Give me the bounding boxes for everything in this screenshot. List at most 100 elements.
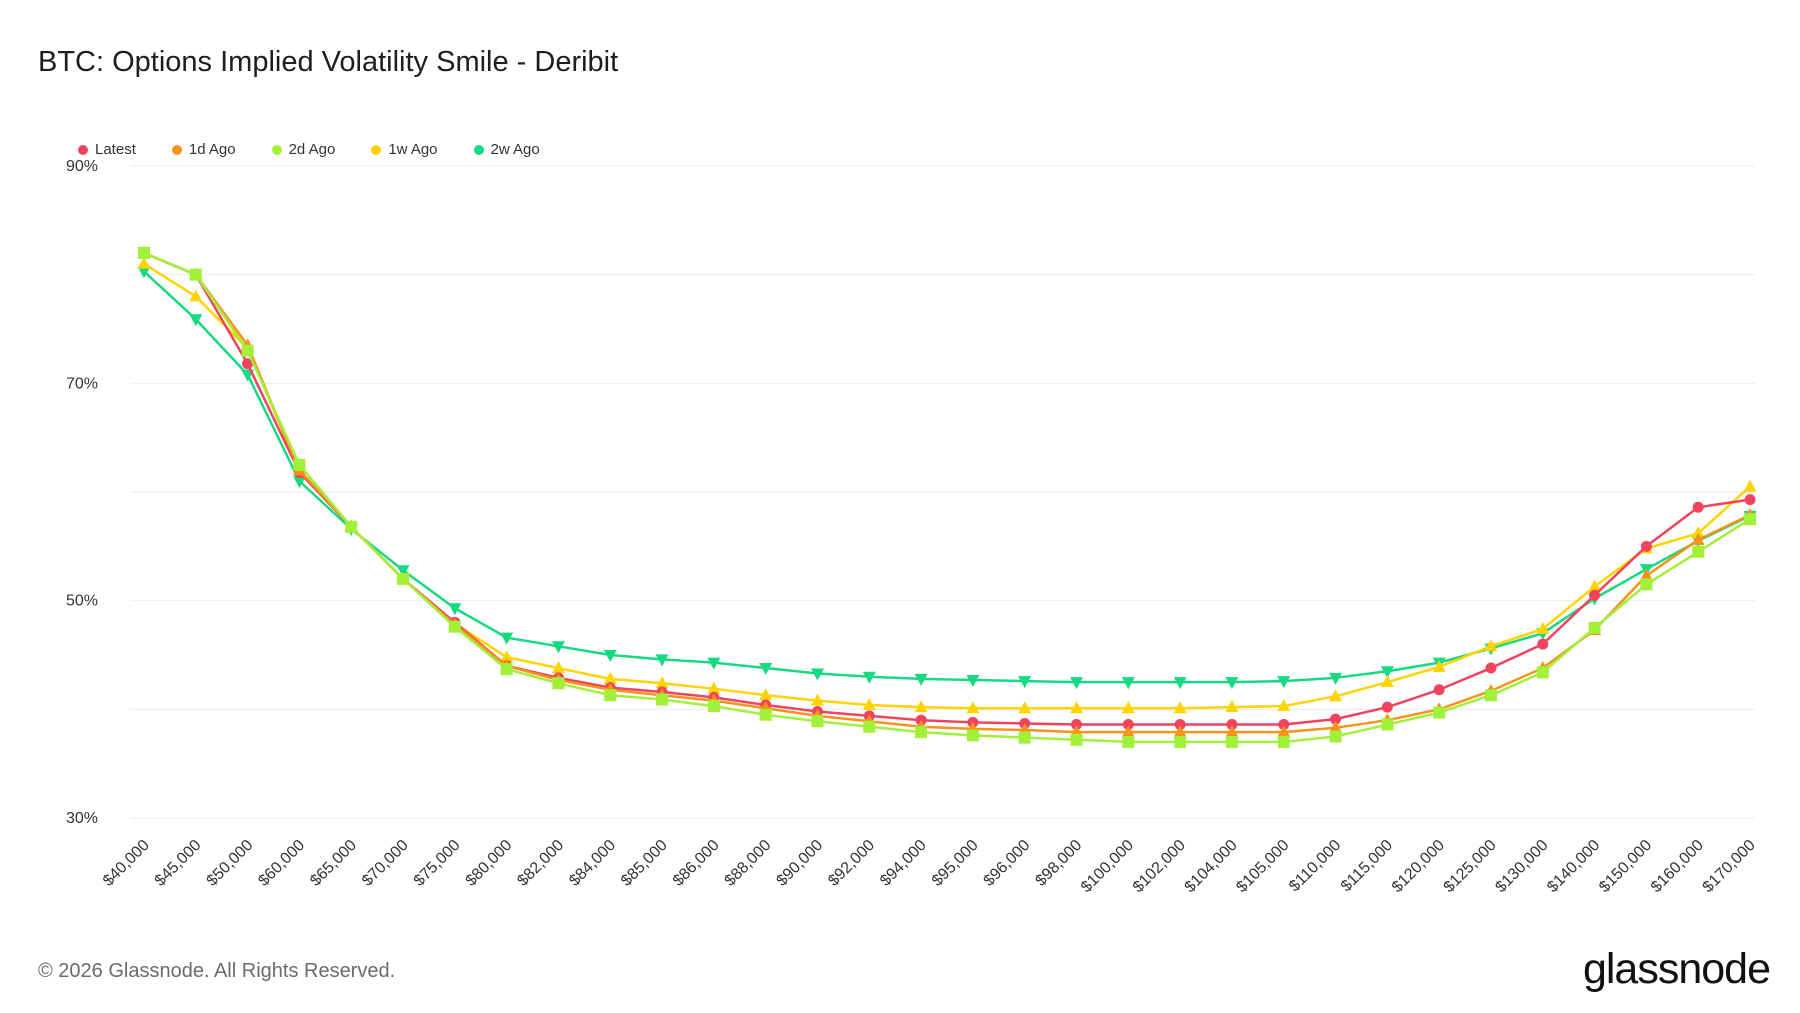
x-tick-label: $90,000 [773,837,826,890]
data-point [1536,621,1550,634]
data-point [1173,725,1187,738]
glassnode-logo: glassnode [1582,945,1771,993]
y-tick-label: 90% [66,158,98,175]
data-point [966,674,980,687]
y-tick-label: 50% [66,593,98,610]
legend-item[interactable]: 1w Ago [371,141,438,158]
legend-label: 2d Ago [288,141,336,158]
x-tick-label: $70,000 [359,837,412,890]
data-point [1692,501,1704,513]
data-point [1484,689,1497,702]
data-point [1122,719,1134,731]
data-point [656,693,669,706]
data-point [1121,701,1135,714]
chart-canvas: 30% 50% 70% 90% $40,000$45,000$50,000$60,000… [66,158,1759,896]
x-tick-label: $80,000 [463,837,516,890]
series-latest [138,247,1756,731]
data-point [1381,718,1394,731]
data-point [1330,713,1342,725]
data-point [1433,684,1445,696]
data-point [1329,689,1343,702]
data-point [189,289,203,302]
data-point [707,681,721,694]
data-point [1071,719,1083,731]
data-point [966,701,980,714]
data-point [1484,639,1498,652]
x-tick-label: $85,000 [618,837,671,890]
x-tick-label: $94,000 [877,837,930,890]
data-point [189,314,203,327]
copyright-footer: © 2026 Glassnode. All Rights Reserved. [38,960,396,982]
data-point [603,671,617,684]
data-point [1744,494,1756,506]
x-tick-label: $98,000 [1032,837,1085,890]
legend-dot-icon [171,144,182,155]
data-point [1122,735,1135,748]
legend-dot-icon [473,144,484,155]
data-point [551,661,565,674]
data-point [345,520,358,533]
data-point [1380,666,1394,679]
legend-label: 2w Ago [490,141,540,158]
data-point [1121,725,1135,738]
data-point [862,671,876,684]
legend-dot-icon [78,144,88,155]
data-point [707,700,720,713]
x-tick-label: $96,000 [981,837,1034,890]
x-tick-label: $102,000 [1130,837,1189,896]
data-point [707,657,721,670]
data-point [1588,579,1602,592]
x-tick-label: $140,000 [1544,837,1603,896]
data-point [655,676,669,689]
data-point [1277,725,1291,738]
legend-item[interactable]: Latest [78,141,136,158]
data-point [811,715,824,728]
data-point [1018,701,1032,714]
data-point [915,726,928,739]
data-point [759,688,773,701]
data-point [293,458,306,471]
data-point [1225,677,1239,690]
data-point [1070,733,1083,746]
legend-item[interactable]: 2d Ago [271,141,336,158]
series-2d-ago [138,246,1756,748]
data-point [1278,719,1290,731]
data-point [1537,638,1549,650]
data-point [810,693,824,706]
x-tick-label: $40,000 [100,837,153,890]
data-point [500,632,514,645]
data-point [1329,730,1342,743]
series-line [143,262,1751,710]
series-line [143,251,1751,744]
data-point [1692,545,1705,558]
data-point [552,677,565,690]
x-tick-label: $75,000 [411,837,464,890]
data-point [862,697,876,710]
data-point [604,689,617,702]
x-tick-label: $170,000 [1700,837,1759,896]
data-point [1432,659,1446,672]
x-tick-label: $125,000 [1441,837,1500,896]
data-point [1277,676,1291,689]
series-2w-ago [137,266,1757,690]
data-point [1174,735,1187,748]
x-tick-label: $45,000 [152,837,205,890]
data-point [1588,621,1601,634]
x-tick-label: $150,000 [1596,837,1655,896]
x-tick-label: $65,000 [307,837,360,890]
data-point [966,729,979,742]
series-line [143,251,1751,726]
data-point [759,663,773,676]
legend-label: 1w Ago [388,141,438,158]
data-point [1225,735,1238,748]
chart-title: BTC: Options Implied Volatility Smile - … [38,46,619,78]
data-point [242,358,254,370]
data-point [914,700,928,713]
data-point [1380,675,1394,688]
data-point [448,620,461,633]
legend-item[interactable]: 2w Ago [473,141,540,158]
data-point [1070,701,1084,714]
data-point [1225,700,1239,713]
data-point [863,720,876,733]
legend-item[interactable]: 1d Ago [171,141,236,158]
